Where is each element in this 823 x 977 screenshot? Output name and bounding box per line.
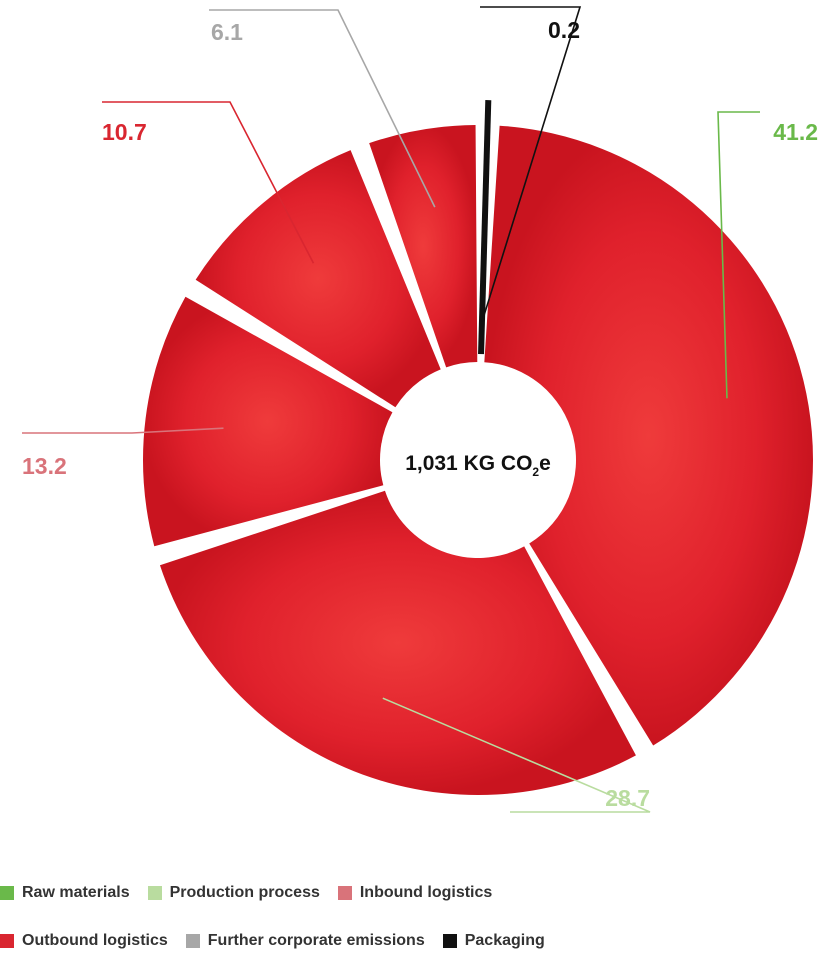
- pie-slice-raw-materials: [484, 125, 814, 746]
- value-label: 0.2: [548, 17, 580, 43]
- legend-item-outbound-logistics: Outbound logistics: [0, 932, 168, 950]
- legend-label: Outbound logistics: [22, 932, 168, 949]
- legend-swatch: [147, 886, 162, 900]
- pie-slice-packaging: [478, 100, 492, 355]
- legend-label: Further corporate emissions: [207, 932, 425, 949]
- legend-item-production-process: Production process: [147, 884, 320, 902]
- leader-line: [22, 427, 224, 434]
- legend-swatch: [337, 886, 352, 900]
- leader-line: [382, 697, 651, 813]
- legend-item-inbound-logistics: Inbound logistics: [337, 884, 493, 902]
- pie-slice-further-corporate-emissions: [369, 125, 478, 368]
- legend-label: Production process: [169, 884, 320, 901]
- legend-swatch: [0, 934, 14, 948]
- legend-label: Inbound logistics: [359, 884, 493, 901]
- leader-line: [717, 111, 760, 399]
- legend-swatch: [185, 934, 200, 948]
- pie-slice-inbound-logistics: [142, 296, 393, 547]
- pie-slice-outbound-logistics: [195, 150, 441, 408]
- value-label: 13.2: [22, 453, 67, 479]
- value-label: 41.2: [773, 119, 818, 145]
- leader-line: [102, 101, 315, 264]
- legend: Raw materials Production process Inbound…: [0, 880, 823, 976]
- leader-line: [209, 9, 436, 208]
- value-label: 6.1: [211, 19, 243, 45]
- center-total-label: 1,031 KG CO2e: [405, 452, 551, 479]
- value-label: 10.7: [102, 119, 147, 145]
- legend-row-1: Raw materials Production process Inbound…: [0, 880, 823, 906]
- value-label: 28.7: [605, 785, 650, 811]
- legend-item-packaging: Packaging: [442, 932, 545, 950]
- legend-swatch: [0, 886, 14, 900]
- pie-slice-production-process: [159, 490, 636, 795]
- legend-label: Packaging: [464, 932, 545, 949]
- legend-label: Raw materials: [22, 884, 130, 901]
- legend-item-further-corporate-emissions: Further corporate emissions: [185, 932, 425, 950]
- legend-row-2: Outbound logistics Further corporate emi…: [0, 928, 823, 954]
- legend-item-raw-materials: Raw materials: [0, 884, 130, 902]
- leader-line: [480, 6, 582, 323]
- legend-swatch: [442, 934, 457, 948]
